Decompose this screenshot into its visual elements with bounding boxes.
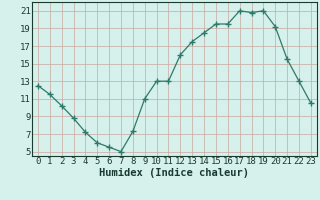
- X-axis label: Humidex (Indice chaleur): Humidex (Indice chaleur): [100, 168, 249, 178]
